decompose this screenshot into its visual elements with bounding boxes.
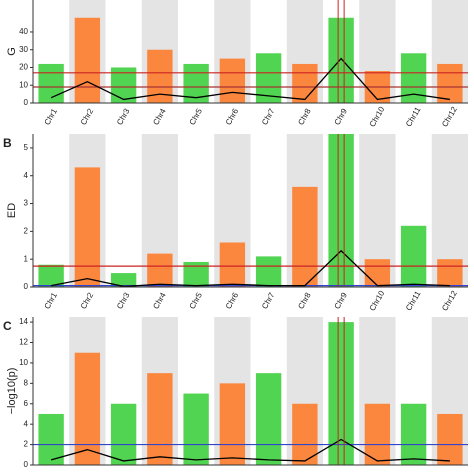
peak-column [219, 383, 246, 465]
peak-column [110, 403, 137, 465]
y-tick-label: 4 [24, 171, 29, 180]
y-tick-label: 4 [24, 419, 29, 428]
chr-label: Chr5 [188, 291, 205, 311]
peak-column [38, 413, 64, 465]
y-tick-label: 2 [24, 226, 29, 235]
chr-label: Chr7 [260, 107, 277, 127]
peak-column [292, 63, 318, 103]
y-tick-label: 1 [24, 254, 29, 263]
chr-label: Chr12 [440, 289, 459, 313]
chr-label: Chr7 [260, 291, 277, 311]
peak-column [437, 63, 463, 103]
y-tick-label: 2 [24, 440, 29, 449]
chr-label: Chr1 [43, 107, 60, 127]
peak-column [437, 259, 463, 287]
y-tick-label: 10 [19, 80, 28, 89]
peak-column [183, 393, 209, 465]
peak-column [328, 322, 354, 465]
y-tick-label: 0 [24, 282, 29, 291]
chr-label: Chr11 [404, 289, 423, 312]
peak-column [364, 403, 391, 465]
chr-label: Chr3 [115, 291, 132, 311]
peak-column [219, 58, 246, 103]
y-tick-label: 30 [19, 45, 28, 54]
y-axis-label: G [6, 47, 18, 56]
peak-column [147, 253, 173, 287]
chr-label: Chr8 [296, 291, 313, 311]
peak-column [147, 373, 173, 465]
peak-column [328, 17, 354, 103]
peak-column [38, 264, 64, 287]
y-tick-label: 12 [19, 338, 28, 347]
peak-column [292, 403, 318, 465]
y-tick-label: 5 [24, 143, 29, 152]
panel-letter: B [3, 136, 12, 150]
y-tick-label: 14 [19, 317, 28, 326]
chr-label: Chr4 [151, 291, 168, 311]
chr-label: Chr10 [368, 105, 387, 129]
trend-line [50, 438, 450, 462]
peak-column [74, 167, 101, 287]
peak-column [74, 352, 101, 465]
chr-label: Chr8 [296, 107, 313, 127]
chr-label: Chr6 [224, 107, 241, 127]
peak-column [292, 186, 318, 287]
chr-label: Chr5 [188, 107, 205, 127]
y-tick-label: 6 [24, 399, 29, 408]
chr-label: Chr1 [43, 291, 60, 311]
peak-column [219, 242, 246, 287]
y-axis-label: ED [6, 203, 18, 218]
trend-line [50, 57, 450, 101]
panel-letter: C [3, 319, 12, 333]
trend-line [51, 249, 450, 288]
chr-label: Chr10 [368, 289, 387, 313]
y-axis-label: −log10(p) [6, 368, 18, 415]
chr-label: Chr9 [333, 107, 350, 127]
chr-label: Chr9 [333, 291, 350, 311]
peak-column [400, 403, 427, 465]
chr-label: Chr4 [151, 107, 168, 127]
y-tick-label: 40 [19, 27, 28, 36]
peak-column [364, 259, 391, 287]
peak-column [437, 413, 463, 465]
y-tick-label: 20 [19, 63, 28, 72]
peak-column [38, 63, 64, 103]
y-tick-label: 0 [24, 460, 29, 469]
peak-column [328, 134, 354, 287]
chr-label: Chr2 [79, 107, 96, 127]
peak-column [400, 225, 427, 287]
y-tick-label: 8 [24, 378, 29, 387]
peak-column [255, 373, 282, 465]
peak-column [74, 17, 101, 103]
peak-column [255, 256, 282, 287]
chr-label: Chr2 [79, 291, 96, 311]
chr-label: Chr3 [115, 107, 132, 127]
chr-label: Chr11 [404, 105, 423, 128]
chr-label: Chr6 [224, 291, 241, 311]
y-tick-label: 10 [19, 358, 28, 367]
chr-label: Chr12 [440, 105, 459, 129]
y-tick-label: 3 [24, 199, 29, 208]
peak-column [110, 273, 137, 287]
y-tick-label: 0 [24, 98, 29, 107]
